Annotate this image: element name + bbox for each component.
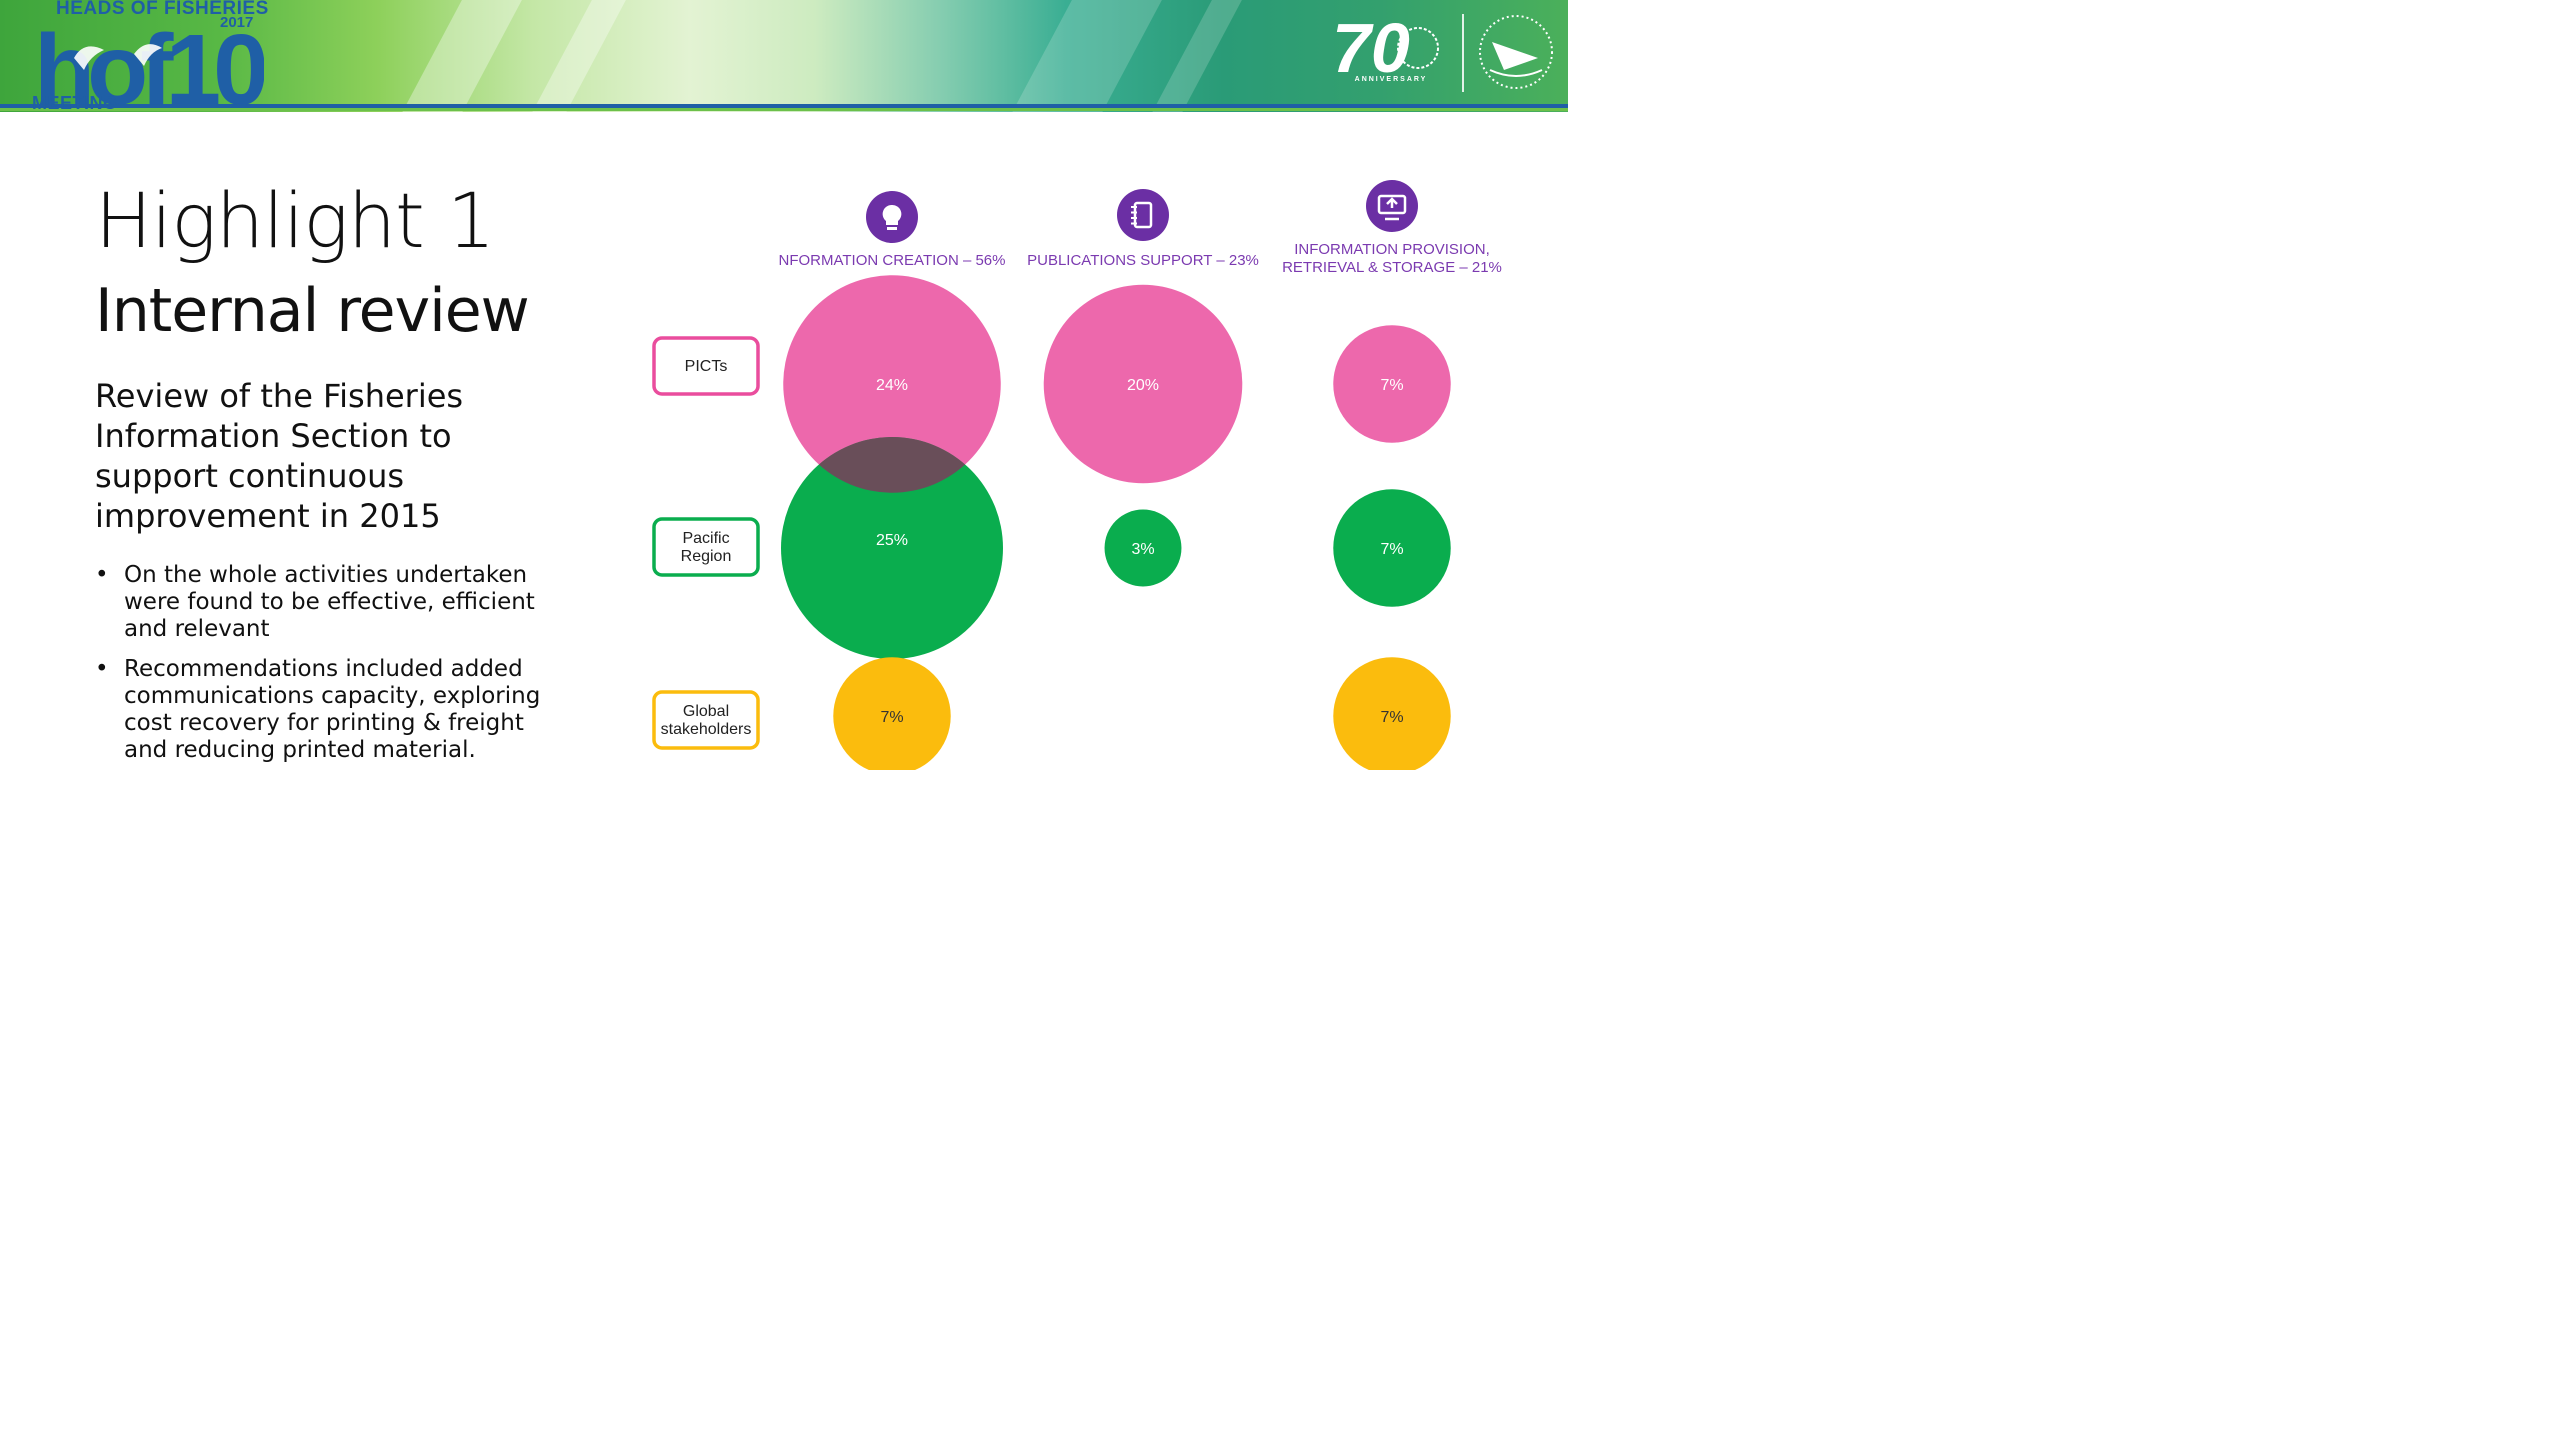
anniversary-number: 70 xyxy=(1332,9,1410,87)
upload-arrow xyxy=(1386,197,1398,208)
event-meeting-label: MEETING xyxy=(32,93,118,113)
bubble-value-label: 24% xyxy=(876,377,908,394)
hof10-logo-text: hof10 xyxy=(34,18,264,110)
event-title: HEADS OF FISHERIES xyxy=(56,0,269,19)
bubble-value-label: 7% xyxy=(1380,709,1403,726)
bubble xyxy=(833,657,951,770)
bubble xyxy=(781,437,1003,659)
70th-anniversary-logo: 70 xyxy=(1332,9,1439,87)
bullet-list: • On the whole activities undertaken were… xyxy=(95,562,565,777)
bubble xyxy=(1333,325,1451,443)
fish-icon xyxy=(74,46,104,70)
banner-decoration xyxy=(522,0,632,112)
bubble-value-label: 25% xyxy=(876,532,908,549)
anniversary-label: ANNIVERSARY xyxy=(1354,76,1428,83)
notebook-icon-badge xyxy=(1117,189,1169,241)
bubble xyxy=(1043,284,1243,484)
bubble xyxy=(1333,489,1451,607)
bullet-item: • Recommendations included added communic… xyxy=(95,656,565,764)
lightbulb-base xyxy=(887,227,897,230)
row-label-box xyxy=(652,517,760,577)
row-label: Global xyxy=(683,703,729,720)
header-banner xyxy=(0,0,1568,112)
column-header: PUBLICATIONS SUPPORT – 23% xyxy=(1027,252,1259,269)
bubble xyxy=(783,275,1001,493)
bullet-symbol: • xyxy=(95,562,109,588)
bubble xyxy=(1333,657,1451,770)
row-label: Pacific xyxy=(682,530,729,547)
spc-logo xyxy=(1479,15,1553,89)
notebook-icon xyxy=(1133,201,1153,229)
banner-decoration xyxy=(1142,0,1248,112)
hof10-logo: hof10 xyxy=(34,18,264,110)
slide-description: Review of the Fisheries Information Sect… xyxy=(95,377,464,535)
banner-rule xyxy=(0,108,1568,111)
bubble-chart-svg: NFORMATION CREATION – 56% PUBLICATIONS SU… xyxy=(652,180,1502,770)
bubble-value-label: 7% xyxy=(1380,541,1403,558)
banner-rule xyxy=(0,104,1568,108)
event-year: 2017 xyxy=(220,14,254,31)
bullet-symbol: • xyxy=(95,656,109,682)
column-header: INFORMATION PROVISION, xyxy=(1294,241,1490,258)
row-label: Region xyxy=(681,548,732,565)
bullet-text: On the whole activities undertaken were … xyxy=(124,562,535,642)
bullet-text: Recommendations included added communica… xyxy=(124,656,541,763)
monitor-upload-icon xyxy=(1377,194,1407,215)
row-label-box xyxy=(652,690,760,750)
lightbulb-icon xyxy=(882,204,902,225)
bubble-value-label: 7% xyxy=(880,709,903,726)
sail-icon xyxy=(1492,42,1538,70)
slide-subtitle: Internal review xyxy=(95,276,530,346)
bubble-value-label: 20% xyxy=(1127,377,1159,394)
bubble-chart: NFORMATION CREATION – 56% PUBLICATIONS SU… xyxy=(640,170,1540,770)
row-label: stakeholders xyxy=(661,721,752,738)
anniversary-ring xyxy=(1397,27,1439,69)
bubble xyxy=(1104,509,1182,587)
banner-decoration xyxy=(392,0,528,112)
column-header: RETRIEVAL & STORAGE – 21% xyxy=(1282,259,1502,276)
bubble-value-label: 7% xyxy=(1380,377,1403,394)
slide-title: Highlight 1 xyxy=(95,176,495,265)
bullet-item: • On the whole activities undertaken were… xyxy=(95,562,565,643)
banner-decoration xyxy=(1002,0,1168,112)
row-label-box xyxy=(652,336,760,396)
row-label: PICTs xyxy=(685,358,728,375)
logo-divider xyxy=(1462,14,1464,92)
bubble-value-label: 3% xyxy=(1131,541,1154,558)
column-header: NFORMATION CREATION – 56% xyxy=(779,252,1006,269)
fish-icon xyxy=(134,44,162,66)
